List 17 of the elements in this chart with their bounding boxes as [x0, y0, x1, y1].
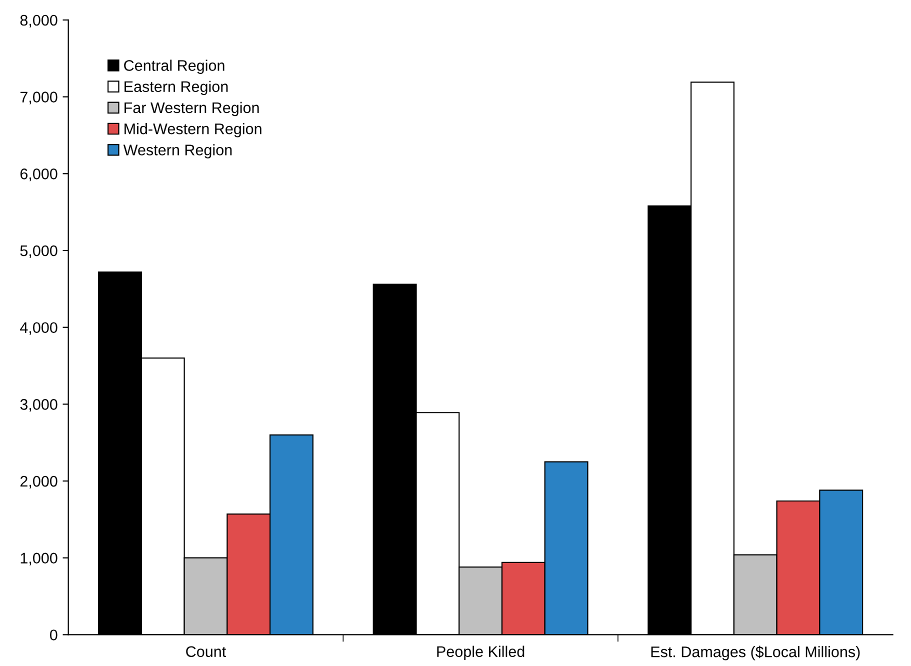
legend-label: Mid-Western Region [124, 123, 262, 138]
legend-label: Eastern Region [124, 80, 228, 96]
x-tick-label: People Killed [437, 646, 524, 660]
y-tick-label: 6,000 [20, 168, 58, 182]
legend-label: Western Region [123, 144, 232, 158]
y-tick-label: 5,000 [20, 245, 58, 258]
x-tick-label: Est. Damages ($Local Millions) [651, 646, 860, 660]
y-tick-label: 2,000 [20, 476, 58, 489]
y-tick-label: 4,000 [20, 322, 58, 335]
y-tick-label: 8,000 [20, 14, 58, 28]
x-tick-label: Count [186, 646, 226, 658]
y-tick-label: 3,000 [20, 399, 58, 412]
legend-label: Far Western Region [124, 102, 259, 116]
legend-label: Central Region [124, 60, 224, 74]
y-tick-label: 1,000 [20, 552, 58, 566]
y-tick-label: 0 [50, 630, 58, 640]
y-tick-label: 7,000 [20, 92, 58, 104]
